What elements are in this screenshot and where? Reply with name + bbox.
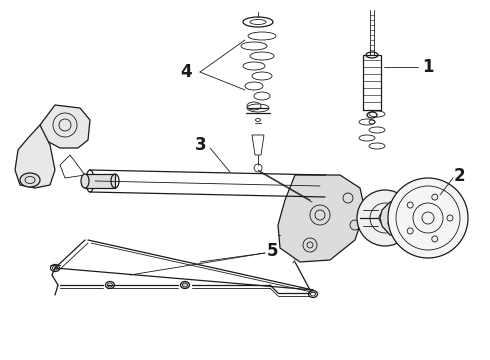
Circle shape — [357, 190, 413, 246]
Ellipse shape — [180, 282, 190, 288]
Bar — [85, 174, 115, 188]
Ellipse shape — [20, 173, 40, 187]
Text: 5: 5 — [267, 242, 278, 260]
Circle shape — [388, 178, 468, 258]
Text: 3: 3 — [195, 136, 206, 154]
Polygon shape — [380, 200, 418, 236]
Polygon shape — [278, 175, 365, 262]
Polygon shape — [15, 125, 55, 188]
Text: 1: 1 — [422, 58, 434, 76]
Ellipse shape — [81, 174, 89, 188]
Text: 2: 2 — [454, 167, 466, 185]
Text: 4: 4 — [180, 63, 192, 81]
Polygon shape — [40, 105, 90, 148]
Bar — [363, 55, 381, 110]
